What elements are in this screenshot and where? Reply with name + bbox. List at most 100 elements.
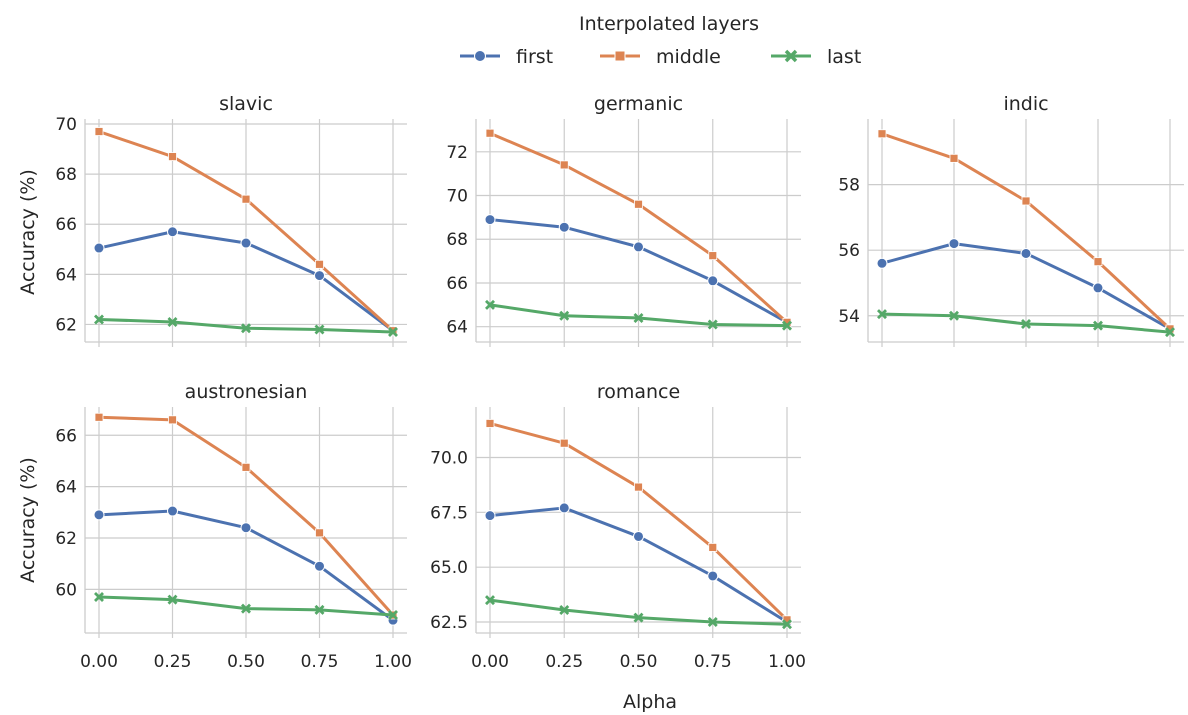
point-first xyxy=(484,214,496,226)
point-last xyxy=(314,604,325,615)
x-tick-label: 0.00 xyxy=(471,652,509,672)
panel-austronesian: austronesian 0.00 0.25 0.50 0.75 1.00 60 62 64 66 xyxy=(55,381,412,672)
point-first xyxy=(314,560,325,572)
point-first xyxy=(707,275,719,287)
x-axis-label: Alpha xyxy=(623,691,677,713)
point-middle xyxy=(559,160,569,170)
y-tick-label: 60 xyxy=(55,580,77,600)
point-last xyxy=(782,320,792,331)
y-tick-label: 70.0 xyxy=(430,448,468,468)
legend-entry-first: first xyxy=(460,46,553,68)
y-tick-label: 65.0 xyxy=(430,558,468,578)
point-middle xyxy=(1021,196,1031,206)
legend-entry-middle: middle xyxy=(600,46,721,68)
point-first xyxy=(1092,282,1104,294)
y-tick-label: 67.5 xyxy=(430,503,468,523)
point-last xyxy=(559,604,570,615)
point-first xyxy=(167,505,178,517)
panel-title: austronesian xyxy=(185,381,308,403)
y-tick-label: 66 xyxy=(55,215,77,235)
y-tick-label: 56 xyxy=(838,241,860,261)
point-middle xyxy=(877,129,887,139)
point-middle xyxy=(708,251,718,261)
y-tick-label: 64 xyxy=(55,265,77,285)
x-tick-label: 0.25 xyxy=(545,652,583,672)
point-first xyxy=(484,510,496,522)
point-middle xyxy=(315,528,324,538)
y-tick-label: 66 xyxy=(55,426,77,446)
y-tick-label: 70 xyxy=(55,115,77,135)
y-tick-label: 72 xyxy=(446,143,468,163)
y-tick-label: 62 xyxy=(55,315,77,335)
panel-title: germanic xyxy=(594,93,683,115)
point-last xyxy=(314,324,325,335)
y-tick-label: 64 xyxy=(55,478,77,498)
y-tick-label: 62.5 xyxy=(430,613,468,633)
panel-indic: indic 54 56 58 xyxy=(838,93,1184,347)
panel-title: indic xyxy=(1003,93,1048,115)
panels: slavic 62 64 66 68 70 germanic 64 66 68 70 72 indic 5… xyxy=(55,93,1184,672)
point-last xyxy=(388,610,398,621)
point-last xyxy=(633,312,644,323)
y-tick-label: 70 xyxy=(446,187,468,207)
point-middle xyxy=(168,415,177,425)
point-last xyxy=(241,323,251,334)
legend-marker-first xyxy=(474,50,486,62)
x-tick-label: 1.00 xyxy=(374,652,412,672)
point-first xyxy=(707,570,719,582)
x-tick-label: 0.75 xyxy=(694,652,732,672)
point-first xyxy=(240,237,252,249)
point-middle xyxy=(708,543,718,552)
legend-label-middle: middle xyxy=(656,46,721,68)
point-first xyxy=(314,270,325,282)
point-first xyxy=(240,522,252,534)
y-tick-label: 62 xyxy=(55,529,77,549)
point-middle xyxy=(634,482,643,492)
x-tick-label: 0.25 xyxy=(154,652,192,672)
point-last xyxy=(559,310,570,321)
point-first xyxy=(558,221,570,233)
point-last xyxy=(167,594,178,605)
point-last xyxy=(782,619,792,630)
point-middle xyxy=(559,438,569,448)
y-tick-label: 66 xyxy=(446,274,468,294)
legend-title: Interpolated layers xyxy=(579,13,759,35)
point-first xyxy=(948,238,960,250)
point-last xyxy=(877,309,887,320)
y-tick-label: 68 xyxy=(446,230,468,250)
x-tick-label: 0.50 xyxy=(620,652,658,672)
point-last xyxy=(949,310,959,321)
point-last xyxy=(388,326,398,337)
point-last xyxy=(485,595,495,606)
point-middle xyxy=(949,153,959,163)
panel-slavic: slavic 62 64 66 68 70 xyxy=(55,93,407,347)
point-last xyxy=(707,617,718,628)
point-last xyxy=(167,316,178,327)
point-middle xyxy=(315,259,324,269)
legend-marker-last xyxy=(784,49,798,63)
y-axis-label-bottom-row: Accuracy (%) xyxy=(17,457,39,583)
point-first xyxy=(93,242,105,254)
point-middle xyxy=(485,128,495,138)
point-middle xyxy=(94,127,104,136)
point-last xyxy=(94,592,104,603)
x-tick-label: 0.00 xyxy=(80,652,118,672)
point-last xyxy=(94,314,104,325)
y-tick-label: 54 xyxy=(838,307,860,327)
panel-romance: romance 0.00 0.25 0.50 0.75 1.00 62.5 65.0 67.5 7… xyxy=(430,381,806,672)
point-first xyxy=(633,241,644,253)
legend-marker-middle xyxy=(614,50,626,62)
panel-title: slavic xyxy=(219,93,273,115)
point-middle xyxy=(241,194,251,204)
x-tick-label: 1.00 xyxy=(768,652,806,672)
point-middle xyxy=(1093,257,1103,267)
y-tick-label: 64 xyxy=(446,318,468,338)
legend-label-first: first xyxy=(516,46,553,68)
legend: Interpolated layers first middle last xyxy=(460,13,861,68)
point-first xyxy=(633,530,644,542)
point-last xyxy=(1165,327,1175,338)
panel-title: romance xyxy=(597,381,680,403)
point-first xyxy=(1020,247,1032,259)
y-axis-label-top-row: Accuracy (%) xyxy=(17,169,39,295)
